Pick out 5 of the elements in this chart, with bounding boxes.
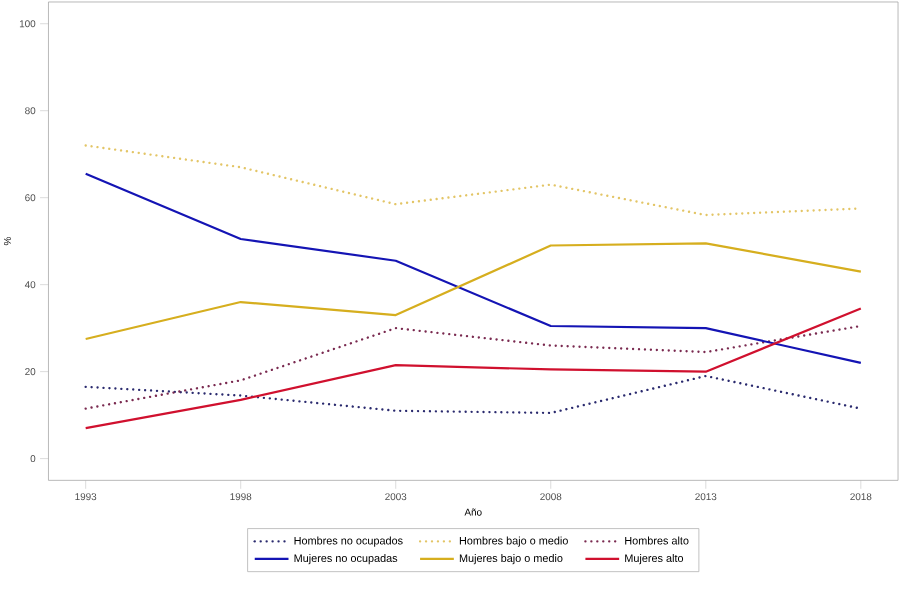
line-series bbox=[84, 375, 863, 415]
line-series bbox=[84, 172, 862, 365]
line-series bbox=[84, 242, 862, 341]
line-series bbox=[84, 325, 863, 411]
line-series bbox=[84, 307, 862, 430]
